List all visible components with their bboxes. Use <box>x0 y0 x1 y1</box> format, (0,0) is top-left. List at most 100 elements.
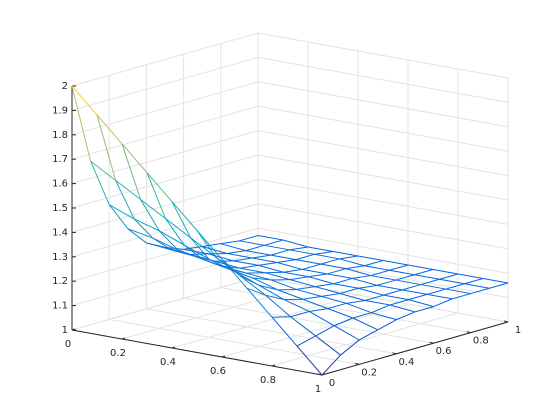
x-tick-label: 0.6 <box>210 366 226 377</box>
mesh-edge <box>427 293 453 300</box>
mesh-edge <box>146 172 167 219</box>
mesh-edge <box>339 287 359 295</box>
mesh-edge <box>396 311 416 321</box>
mesh-edge <box>382 259 409 266</box>
mesh-edge <box>146 172 173 202</box>
mesh-edge <box>246 287 266 296</box>
mesh-edge <box>296 345 323 376</box>
mesh-edge <box>257 235 284 241</box>
mesh-edge <box>327 273 353 279</box>
mesh-edge <box>308 273 328 278</box>
x-tick <box>221 355 226 358</box>
mesh-edge <box>252 277 279 291</box>
mesh-edge <box>445 288 471 295</box>
mesh-edge <box>302 268 328 275</box>
z-grid-line <box>257 81 509 128</box>
z-grid-line <box>257 178 509 225</box>
y-tick-label: 0 <box>329 378 335 389</box>
mesh-edge <box>264 244 290 251</box>
mesh-edge <box>265 294 291 318</box>
mesh-edge <box>71 85 92 162</box>
mesh-edge <box>352 317 379 331</box>
mesh-edge <box>464 277 484 285</box>
mesh-edge <box>339 258 365 267</box>
y-tick <box>466 331 471 334</box>
mesh-edge <box>296 288 322 297</box>
mesh-edge <box>314 283 334 288</box>
z-grid-line <box>71 178 259 233</box>
mesh-edge <box>239 264 259 269</box>
mesh-edge <box>383 294 409 301</box>
mesh-edge <box>277 259 296 263</box>
mesh-edge <box>127 228 153 239</box>
mesh-edge <box>289 246 309 251</box>
x-tick <box>271 364 276 367</box>
mesh-edge <box>414 268 434 276</box>
mesh-edge <box>445 283 465 290</box>
mesh-edge <box>183 248 209 255</box>
mesh-edge <box>327 268 346 275</box>
mesh-edge <box>221 265 241 269</box>
mesh-edge <box>258 261 278 266</box>
mesh-edge <box>289 279 316 288</box>
mesh-edge <box>314 250 334 255</box>
y-tick-label: 0.4 <box>398 357 414 368</box>
z-grid-line <box>71 81 259 136</box>
z-tick-label: 1.2 <box>52 276 68 287</box>
mesh-edge <box>202 243 221 248</box>
mesh-edge <box>133 218 160 232</box>
x-grid-line <box>221 303 409 358</box>
mesh-edge <box>190 237 210 260</box>
mesh-edge <box>239 267 266 274</box>
mesh-edge <box>320 258 340 265</box>
mesh-edge <box>133 218 154 239</box>
mesh-edge <box>309 308 328 312</box>
mesh-edge <box>334 317 353 327</box>
z-grid-line <box>257 227 509 274</box>
mesh-edge <box>333 325 360 341</box>
mesh-edge <box>158 230 185 246</box>
mesh-edge <box>321 293 341 297</box>
mesh-edge <box>115 180 135 220</box>
y-tick-label: 0.2 <box>361 367 377 378</box>
mesh-edge <box>364 299 391 306</box>
mesh-edge <box>233 257 253 262</box>
mesh-edge <box>452 293 471 300</box>
mesh-edge <box>457 273 484 279</box>
mesh-edge <box>302 295 322 300</box>
mesh-edge <box>308 276 334 285</box>
x-axis <box>71 329 323 376</box>
mesh-edge <box>96 114 123 145</box>
mesh-edge <box>220 243 246 252</box>
mesh-edge <box>389 264 409 271</box>
mesh-edge <box>339 255 359 260</box>
y-grid-line <box>220 287 471 334</box>
mesh-edge <box>183 246 203 250</box>
mesh-edge <box>352 275 371 279</box>
y-axis <box>321 321 509 376</box>
mesh-edge <box>370 269 390 277</box>
y-tick-label: 0.8 <box>473 336 489 347</box>
mesh-edge <box>389 304 416 313</box>
mesh-edge <box>346 299 366 304</box>
mesh-edge <box>252 277 272 281</box>
mesh-edge <box>333 283 359 289</box>
mesh-edge <box>420 278 440 286</box>
mesh-edge <box>264 272 291 281</box>
z-grid-line <box>257 154 509 201</box>
mesh-edge <box>302 263 321 270</box>
mesh-edge <box>377 319 397 331</box>
mesh-edge <box>482 277 509 284</box>
mesh-edge <box>407 264 434 270</box>
mesh-edge <box>158 230 179 251</box>
y-grid-line <box>146 308 397 355</box>
mesh-edge <box>470 287 490 295</box>
mesh-edge <box>164 246 184 250</box>
mesh-edge <box>327 302 347 310</box>
mesh-edge <box>395 279 421 286</box>
mesh-edge <box>227 252 253 259</box>
x-tick-label: 0.8 <box>260 375 276 386</box>
mesh-edge <box>290 310 310 318</box>
mesh-edge <box>307 246 334 252</box>
mesh-edge <box>258 264 284 273</box>
